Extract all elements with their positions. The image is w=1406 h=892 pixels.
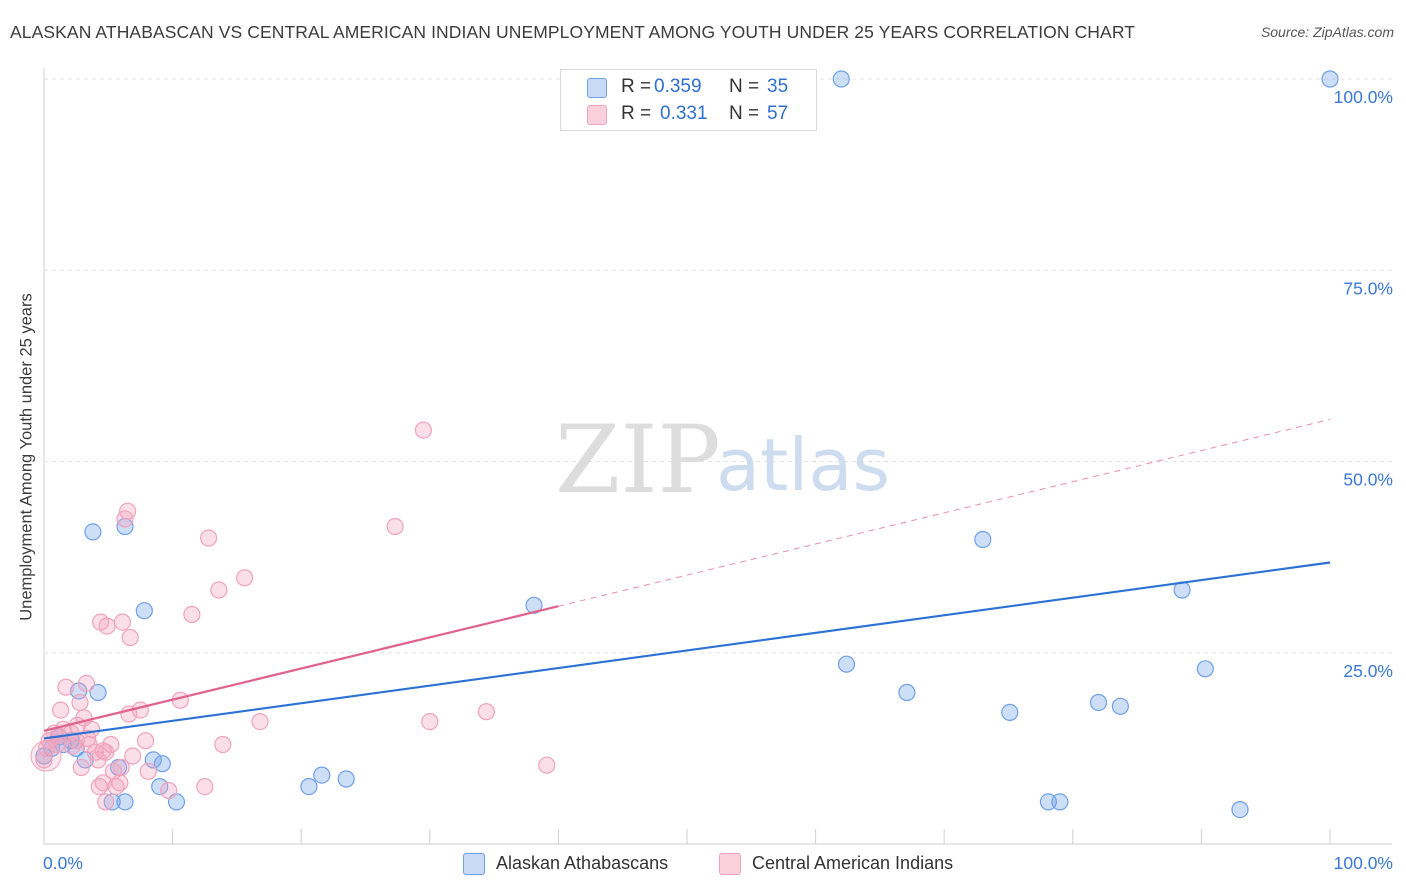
central-american-point (210, 581, 228, 599)
athabascan-point (1231, 800, 1249, 819)
central-american-point (121, 628, 139, 647)
y-tick-label: 100.0% (1334, 87, 1393, 107)
athabascan-point (1196, 660, 1214, 678)
central-american-trend-extension (558, 418, 1331, 607)
legend-swatch-pink (587, 105, 607, 125)
central-american-point (124, 747, 142, 765)
central-american-point (538, 756, 556, 774)
data-points (30, 70, 1339, 819)
central-american-point (214, 735, 232, 754)
legend-r-value: 0.359 (654, 76, 702, 97)
central-american-point (112, 758, 130, 777)
chart-title: ALASKAN ATHABASCAN VS CENTRAL AMERICAN I… (10, 22, 1136, 42)
source-label: Source: ZipAtlas.com (1260, 24, 1394, 40)
central-american-point-cluster (30, 740, 62, 772)
watermark-atlas: atlas (716, 423, 890, 507)
athabascan-point (151, 777, 169, 796)
central-american-point (71, 693, 89, 712)
athabascan-point (1111, 697, 1130, 715)
central-american-point (131, 701, 149, 719)
bottom-legend-label: Central American Indians (752, 853, 954, 873)
athabascan-point (135, 602, 153, 620)
central-american-point (118, 502, 137, 520)
central-american-point (386, 517, 404, 536)
legend-n-label: N = (729, 103, 760, 124)
axes (43, 68, 1392, 845)
bottom-legend-label: Alaskan Athabascans (496, 853, 669, 873)
y-tick-label: 50.0% (1343, 470, 1393, 490)
athabascan-point (525, 596, 543, 614)
athabascan-point (337, 770, 355, 788)
athabascan-point (837, 655, 856, 673)
athabascan-point (1089, 693, 1108, 712)
central-american-point (77, 674, 96, 693)
y-axis-title: Unemployment Among Youth under 25 years (17, 293, 36, 621)
central-american-point (97, 793, 115, 811)
central-american-point (236, 569, 254, 587)
central-american-trend-line (43, 605, 559, 732)
legend-swatch-blue (587, 78, 607, 98)
athabascan-point (898, 683, 916, 702)
athabascan-point (313, 766, 331, 784)
central-american-point (200, 529, 218, 547)
tick-labels: 25.0% 50.0% 75.0% 100.0% 0.0% 100.0% (43, 87, 1393, 873)
athabascan-point (1321, 70, 1339, 88)
athabascan-point (84, 523, 102, 541)
central-american-point (477, 703, 495, 721)
athabascan-point (300, 777, 318, 796)
legend-r-label: R = (621, 103, 652, 124)
trend-lines (43, 418, 1331, 740)
grid-lines (44, 78, 1392, 654)
central-american-point (57, 678, 75, 696)
central-american-point (414, 421, 432, 439)
central-american-point (37, 739, 56, 758)
central-american-point (68, 716, 87, 735)
athabascan-point (89, 683, 107, 702)
y-tick-label: 25.0% (1343, 661, 1393, 681)
athabascan-point (1001, 703, 1019, 722)
athabascan-point (1051, 793, 1069, 811)
central-american-point (52, 701, 70, 719)
central-american-point (421, 712, 439, 731)
athabascan-point (153, 755, 171, 773)
bottom-legend-swatch-pink (719, 853, 741, 875)
central-american-point (113, 613, 132, 631)
watermark: ZIP atlas (555, 406, 890, 515)
legend-n-value: 35 (767, 76, 789, 97)
central-american-point (63, 737, 81, 755)
legend-n-value: 57 (767, 103, 789, 124)
central-american-point (137, 732, 155, 750)
athabascan-point (116, 793, 134, 811)
central-american-point (183, 605, 201, 624)
central-american-point (111, 774, 129, 792)
central-american-point (94, 774, 112, 792)
legend-r-label: R = (621, 76, 652, 97)
legend-r-value: 0.331 (660, 103, 708, 124)
central-american-point (72, 758, 90, 777)
central-american-point (160, 781, 178, 800)
correlation-legend: R = 0.359 N = 35 R = 0.331 N = 57 (560, 69, 817, 131)
bottom-legend-swatch-blue (463, 853, 485, 875)
athabascan-point (974, 530, 992, 549)
y-tick-label: 75.0% (1343, 278, 1393, 298)
central-american-point (94, 742, 112, 760)
legend-n-label: N = (729, 76, 760, 97)
central-american-point (139, 762, 157, 780)
x-tick-label-max: 100.0% (1334, 853, 1393, 873)
central-american-point (251, 712, 269, 731)
athabascan-trend-line (43, 561, 1331, 740)
central-american-point (196, 777, 214, 796)
central-american-point (79, 729, 97, 748)
x-tick-label-min: 0.0% (43, 853, 83, 873)
watermark-zip: ZIP (555, 406, 721, 515)
central-american-point (98, 617, 116, 635)
athabascan-point (832, 70, 850, 88)
